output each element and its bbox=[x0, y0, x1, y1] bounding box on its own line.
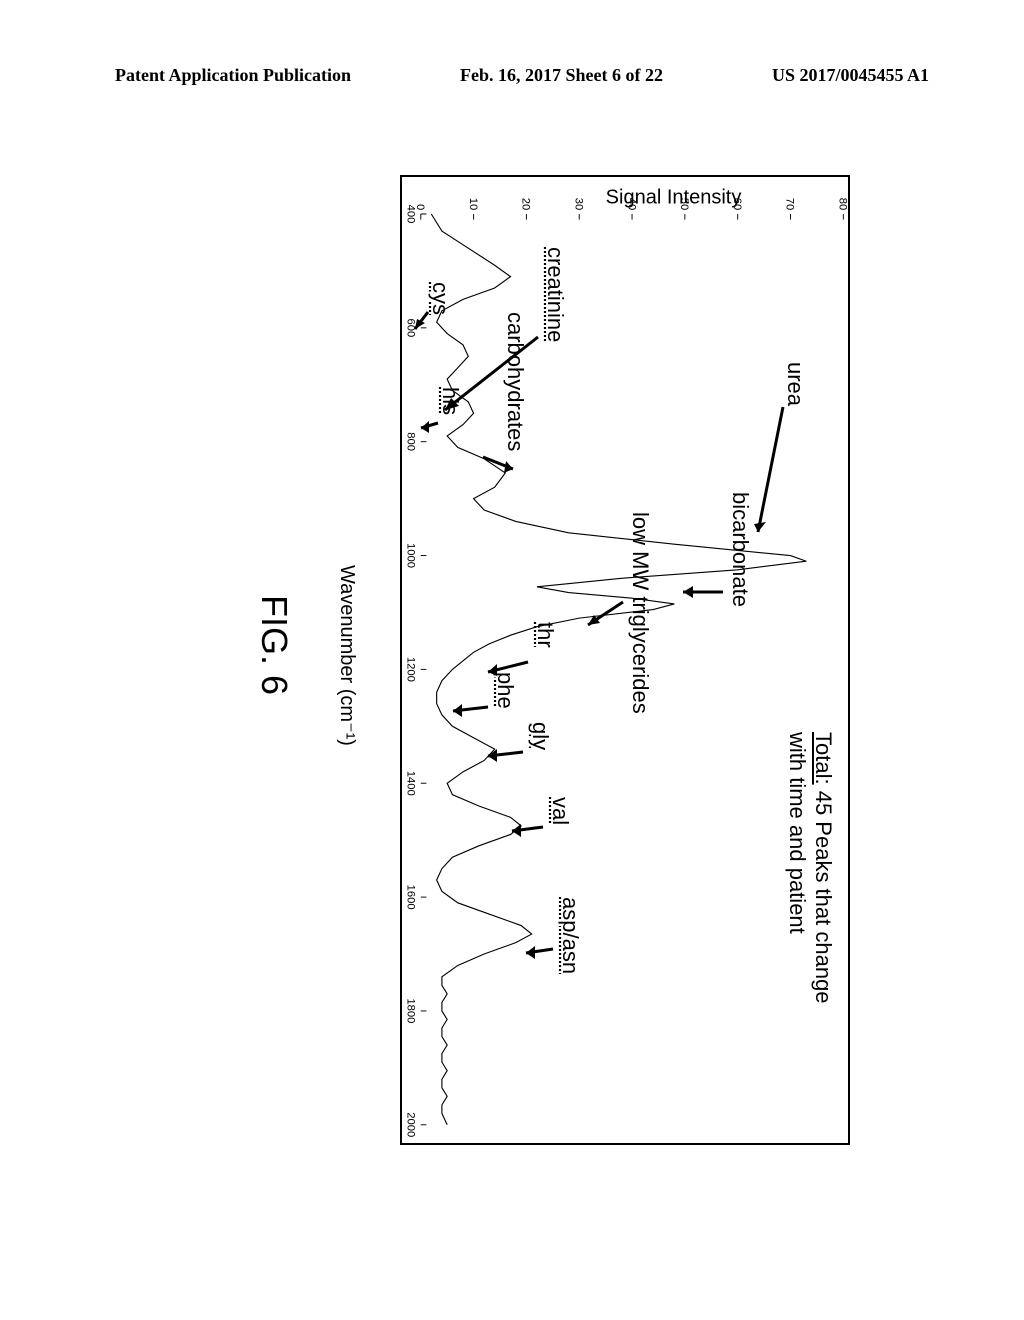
svg-text:1400: 1400 bbox=[405, 771, 417, 796]
arrow-lowmw bbox=[578, 597, 628, 637]
total-underline: Total: bbox=[811, 732, 836, 785]
arrow-urea bbox=[748, 402, 788, 542]
svg-text:1000: 1000 bbox=[405, 543, 417, 568]
svg-text:30: 30 bbox=[572, 198, 584, 211]
arrow-val bbox=[503, 817, 548, 842]
annotation-val: val bbox=[547, 797, 573, 825]
total-line1-rest: 45 Peaks that change bbox=[811, 791, 836, 1004]
svg-text:70: 70 bbox=[784, 198, 796, 211]
header-center: Feb. 16, 2017 Sheet 6 of 22 bbox=[460, 65, 663, 86]
arrow-aspasn bbox=[518, 939, 558, 964]
arrow-cys bbox=[408, 307, 433, 337]
svg-text:400: 400 bbox=[405, 205, 417, 224]
annotation-aspasn: asp/asn bbox=[557, 897, 583, 974]
arrow-bicarb bbox=[673, 577, 728, 607]
annotation-lowmw: low MW triglycerides bbox=[627, 512, 653, 714]
x-axis-label: Wavenumber (cm⁻¹) bbox=[335, 565, 360, 746]
annotation-total: Total: 45 Peaks that change with time an… bbox=[784, 732, 836, 1004]
annotation-creatinine: creatinine bbox=[542, 247, 568, 342]
annotation-gly: gly bbox=[527, 722, 553, 750]
arrow-gly bbox=[478, 742, 528, 767]
annotation-urea: urea bbox=[782, 362, 808, 406]
arrow-carbs bbox=[478, 447, 518, 477]
y-axis-label: Signal Intensity bbox=[606, 186, 742, 209]
x-axis-ticks: 400600800100012001400160018002000 bbox=[405, 205, 427, 1138]
header-right: US 2017/0045455 A1 bbox=[772, 65, 929, 86]
svg-text:10: 10 bbox=[467, 198, 479, 211]
arrow-his bbox=[413, 413, 443, 438]
arrow-creatinine bbox=[433, 332, 543, 422]
total-line2: with time and patient bbox=[785, 732, 810, 934]
header-left: Patent Application Publication bbox=[115, 65, 351, 86]
chart-svg: 01020304050607080 4006008001000120014001… bbox=[402, 177, 848, 1143]
svg-text:1600: 1600 bbox=[405, 885, 417, 910]
svg-text:80: 80 bbox=[837, 198, 848, 211]
arrow-phe bbox=[443, 697, 493, 722]
header-row: Patent Application Publication Feb. 16, … bbox=[0, 65, 1024, 86]
svg-text:20: 20 bbox=[520, 198, 532, 211]
figure-wrap: 01020304050607080 4006008001000120014001… bbox=[15, 295, 985, 1025]
arrow-thr bbox=[478, 652, 533, 682]
figure-caption: FIG. 6 bbox=[253, 595, 295, 695]
svg-text:1800: 1800 bbox=[405, 998, 417, 1023]
svg-text:1200: 1200 bbox=[405, 657, 417, 682]
svg-text:2000: 2000 bbox=[405, 1112, 417, 1137]
annotation-thr: thr bbox=[532, 622, 558, 648]
spectrum-chart: 01020304050607080 4006008001000120014001… bbox=[400, 175, 850, 1145]
